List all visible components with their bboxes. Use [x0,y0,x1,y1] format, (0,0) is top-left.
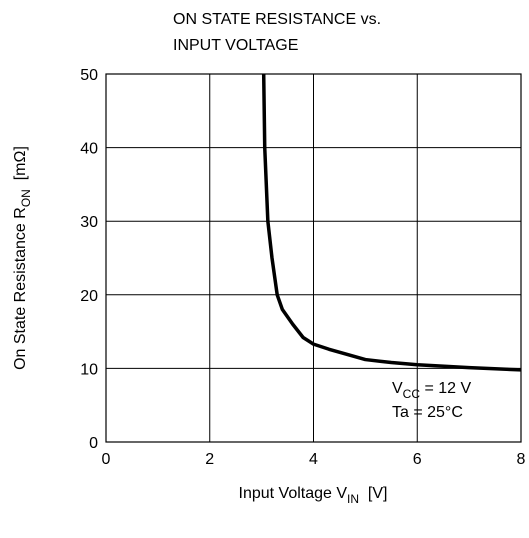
annotation: VCC = 12 V [392,380,471,401]
y-axis-label: On State Resistance R [12,207,29,370]
y-tick-label: 20 [80,288,98,305]
y-axis-label: [mΩ] [12,146,29,180]
plot-frame [105,73,522,443]
line [261,73,522,372]
x-tick-label: 4 [309,451,318,468]
y-tick-label: 0 [89,435,98,452]
annotation: CC [403,387,421,401]
chart-title: INPUT VOLTAGE [173,37,298,54]
x-tick-label: 2 [205,451,214,468]
y-axis-label: On State Resistance RON [mΩ] [12,146,33,370]
x-axis-label: [V] [368,485,388,502]
chart-title: ON STATE RESISTANCE vs. [173,11,381,28]
x-tick-label: 6 [413,451,422,468]
annotation: V [392,380,403,397]
x-tick-label: 0 [102,451,111,468]
y-axis-label [12,180,29,189]
annotation: Ta = 25°C [392,404,463,421]
x-axis-label: Input Voltage V [239,485,348,502]
y-tick-label: 10 [80,361,98,378]
y-tick-label: 30 [80,214,98,231]
y-tick-label: 40 [80,141,98,158]
x-tick-label: 8 [517,451,526,468]
annotation: = 12 V [420,380,471,397]
x-axis-label: IN [347,492,359,506]
x-axis-label [359,485,368,502]
y-axis-label: ON [19,189,33,207]
y-tick-label: 50 [80,67,98,84]
x-axis-label: Input Voltage VIN [V] [239,485,388,506]
